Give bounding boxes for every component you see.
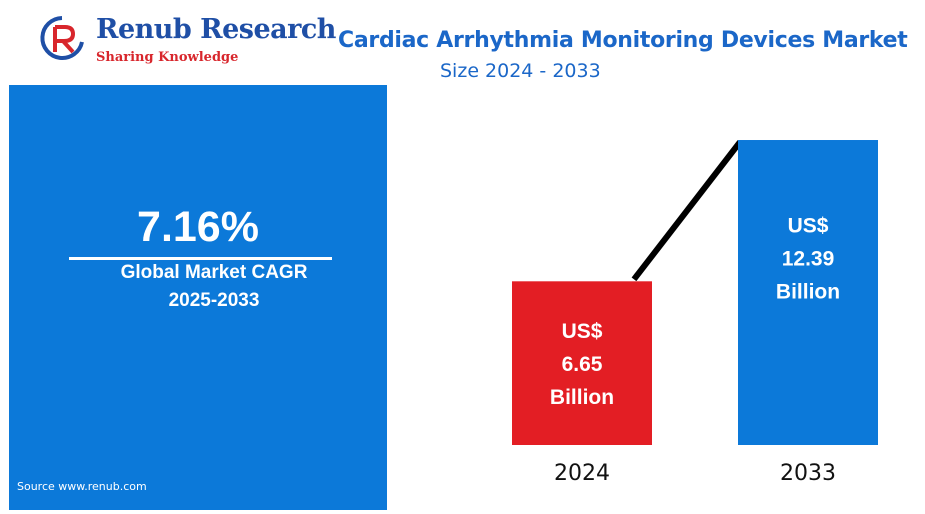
bar-2033 — [738, 140, 878, 445]
cagr-divider — [69, 257, 332, 260]
bar-label-2033-0: US$ — [788, 215, 829, 238]
bar-label-2033-1: 12.39 — [782, 248, 835, 271]
cagr-label: Global Market CAGR — [120, 262, 308, 283]
bar-label-2024-2: Billion — [550, 386, 614, 409]
bar-label-2024-1: 6.65 — [562, 353, 603, 376]
bar-label-2024-0: US$ — [562, 320, 603, 343]
renub-logo: Renub Research Sharing Knowledge — [30, 10, 336, 70]
bar-2024 — [512, 281, 652, 445]
renub-logo-icon — [40, 16, 84, 60]
cagr-value: 7.16% — [137, 203, 259, 251]
chart-subtitle: Size 2024 - 2033 — [440, 60, 601, 82]
logo-tagline: Sharing Knowledge — [96, 50, 239, 65]
source-note: Source www.renub.com — [17, 480, 147, 493]
x-tick-2033: 2033 — [780, 461, 836, 486]
bar-label-2033-2: Billion — [776, 281, 840, 304]
trend-line — [631, 140, 743, 282]
chart-title: Cardiac Arrhythmia Monitoring Devices Ma… — [338, 28, 908, 53]
cagr-panel: 7.16% Global Market CAGR 2025-2033 Sourc… — [9, 85, 387, 510]
x-tick-2024: 2024 — [554, 461, 610, 486]
logo-name: Renub Research — [96, 14, 336, 45]
cagr-period: 2025-2033 — [168, 290, 260, 311]
